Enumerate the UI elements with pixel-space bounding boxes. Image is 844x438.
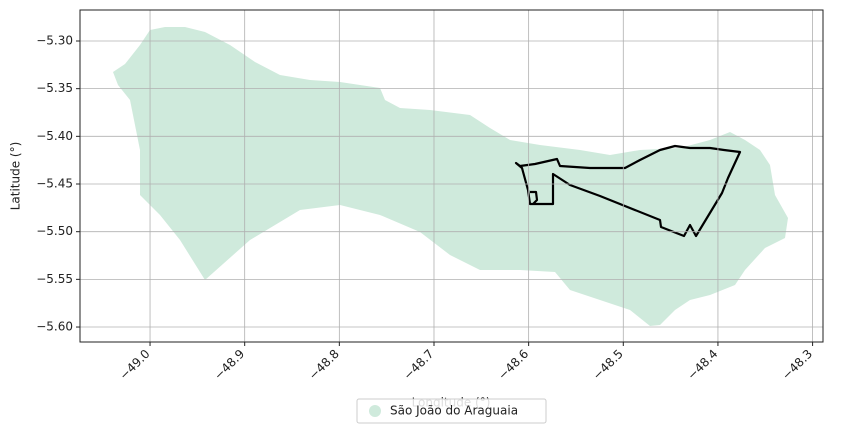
x-tick-label: −49.0: [117, 347, 153, 383]
legend-marker: [369, 405, 381, 417]
x-tick-label: −48.9: [211, 347, 247, 383]
x-tick-label: −48.3: [779, 347, 815, 383]
x-tick-label: −48.4: [685, 347, 721, 383]
y-tick-label: −5.40: [36, 129, 73, 143]
y-tick-label: −5.60: [36, 320, 73, 334]
legend-label: São João do Araguaia: [390, 404, 518, 418]
x-tick-label: −48.6: [495, 347, 531, 383]
x-tick-label: −48.8: [306, 347, 342, 383]
y-tick-label: −5.45: [36, 177, 73, 191]
legend-box: [356, 398, 547, 424]
legend: São João do Araguaia: [356, 398, 547, 424]
y-tick-label: −5.50: [36, 224, 73, 238]
boundary-outline: [514, 144, 742, 238]
y-tick-label: −5.30: [36, 33, 73, 47]
municipality-area: [113, 27, 788, 326]
y-tick-label: −5.55: [36, 272, 73, 286]
x-tick-label: −48.7: [401, 347, 437, 383]
x-tick-label: −48.5: [590, 347, 626, 383]
y-axis-label: Latitude (°): [9, 142, 23, 211]
plot-frame: [79, 9, 824, 343]
y-tick-label: −5.35: [36, 81, 73, 95]
